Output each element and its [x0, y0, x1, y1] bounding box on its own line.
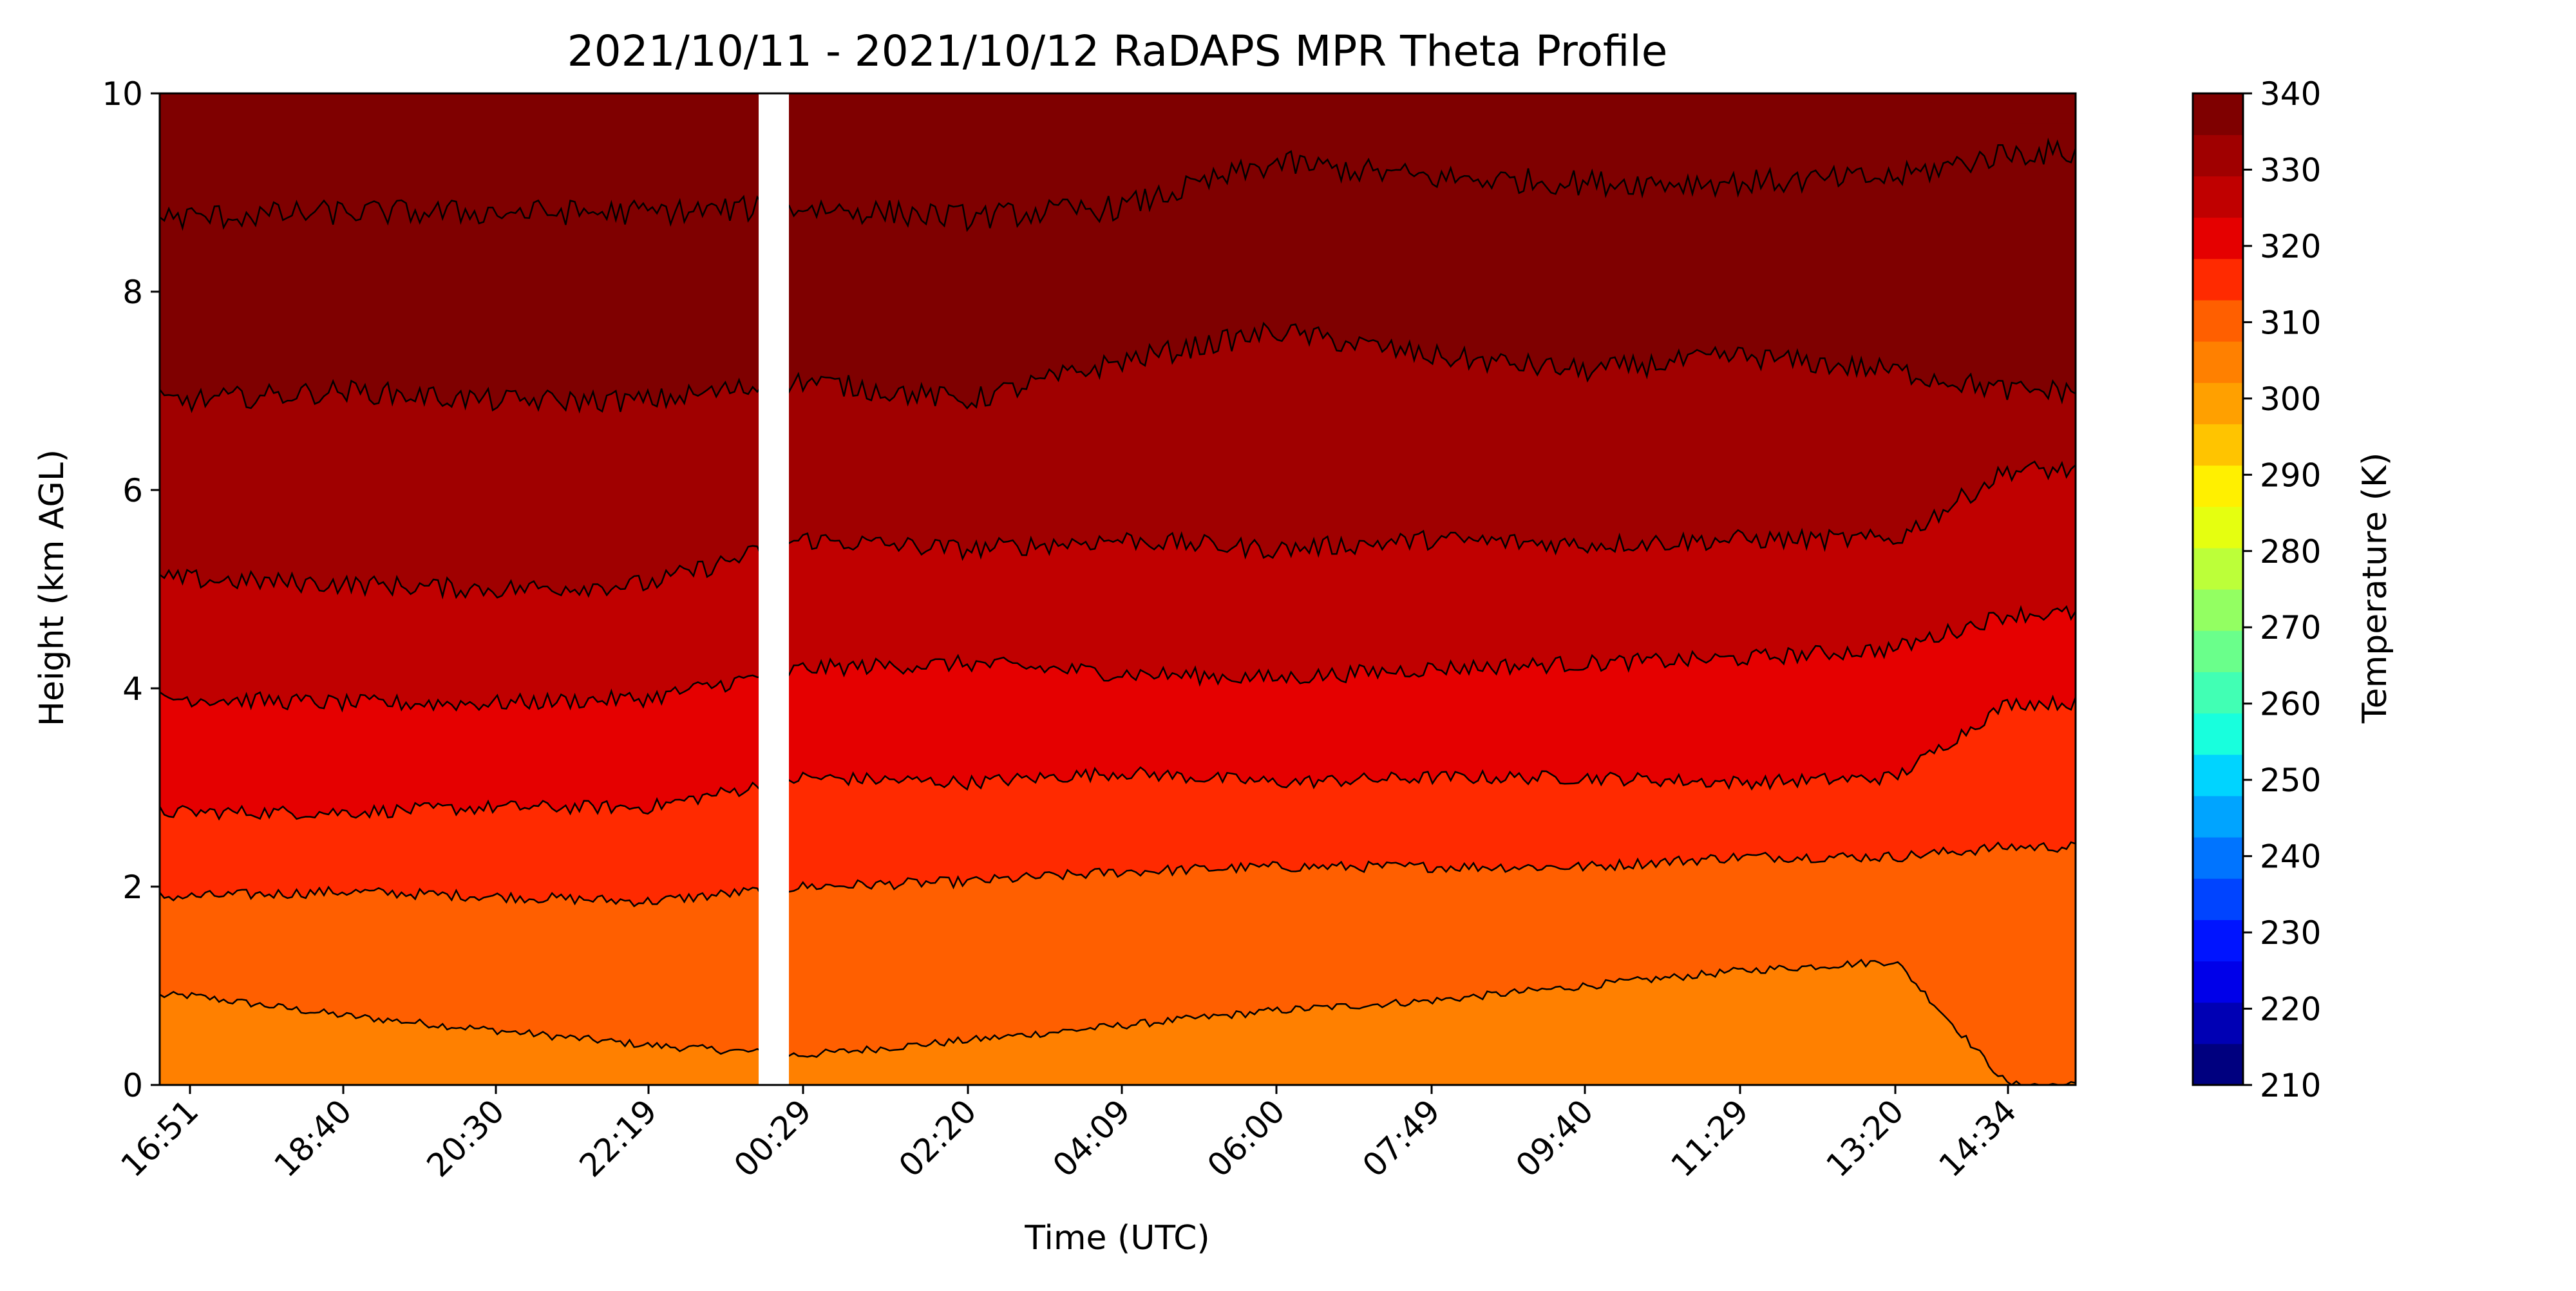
colorbar-swatch [2193, 341, 2243, 383]
colorbar-tick-label: 270 [2260, 609, 2321, 646]
colorbar-swatch [2193, 672, 2243, 714]
x-tick-label: 20:30 [420, 1092, 512, 1184]
colorbar-tick-label: 240 [2260, 838, 2321, 876]
colorbar-swatch [2193, 258, 2243, 301]
colorbar-swatch [2193, 465, 2243, 507]
x-tick-label: 14:34 [1932, 1092, 2024, 1184]
colorbar-tick-label: 330 [2260, 151, 2321, 189]
colorbar-frame [2192, 92, 2244, 1086]
colorbar-tick-label: 230 [2260, 914, 2321, 952]
y-tick-label: 8 [122, 274, 143, 311]
colorbar-swatch [2193, 299, 2243, 342]
y-tick-label: 0 [122, 1067, 143, 1104]
colorbar-tick-label: 300 [2260, 381, 2321, 418]
y-tick-label: 2 [122, 869, 143, 906]
contour-line-300 [160, 958, 2076, 1085]
colorbar-swatch [2193, 135, 2243, 176]
colorbar-swatch [2193, 713, 2243, 755]
contour-line-330 [160, 137, 2076, 232]
x-tick-label: 18:40 [267, 1092, 359, 1184]
contour-line-315 [160, 605, 2076, 713]
y-tick-label: 10 [102, 75, 143, 113]
colorbar-swatch [2193, 424, 2243, 466]
colorbar-swatch [2193, 589, 2243, 631]
colorbar-swatch [2193, 754, 2243, 796]
colorbar-tick-label: 210 [2260, 1067, 2321, 1104]
y-axis-label: Height (km AGL) [33, 449, 71, 726]
colorbar-tick-label: 220 [2260, 991, 2321, 1028]
colorbar: 210 220 230 240 250 260 270 280 290 300 310 320 330 3… [2192, 75, 2321, 1104]
colorbar-tick-label: 340 [2260, 75, 2321, 113]
colorbar-swatch [2193, 176, 2243, 218]
x-tick-label: 06:00 [1200, 1092, 1293, 1184]
colorbar-tick-label: 260 [2260, 686, 2321, 723]
contour-line-305 [160, 841, 2076, 908]
colorbar-tick-label: 280 [2260, 533, 2321, 570]
contour-line-325 [160, 321, 2076, 414]
colorbar-swatch [2193, 1043, 2243, 1086]
x-axis: 16:51 18:40 20:30 22:19 00:29 02:20 04:09 06:00… [114, 1085, 2024, 1184]
data-gap [759, 93, 789, 1085]
colorbar-swatch [2193, 837, 2243, 879]
x-tick-label: 02:20 [892, 1092, 984, 1184]
colorbar-tick-label: 320 [2260, 228, 2321, 265]
x-tick-label: 13:20 [1819, 1092, 1911, 1184]
colorbar-tick-label: 290 [2260, 457, 2321, 494]
y-axis: 0 2 4 6 8 10 [102, 75, 160, 1104]
x-tick-label: 11:29 [1664, 1092, 1756, 1184]
colorbar-swatch [2193, 961, 2243, 1003]
colorbar-swatch [2193, 506, 2243, 549]
colorbar-swatch [2193, 217, 2243, 259]
y-tick-label: 4 [122, 670, 143, 708]
plot-area [158, 92, 2077, 1086]
x-tick-label: 04:09 [1046, 1092, 1138, 1184]
contour-line-310 [160, 694, 2076, 821]
x-axis-label: Time (UTC) [1024, 1219, 1209, 1258]
colorbar-swatch [2193, 382, 2243, 424]
colorbar-label: Temperature (K) [2356, 453, 2394, 724]
chart-title: 2021/10/11 - 2021/10/12 RaDAPS MPR Theta… [567, 26, 1668, 76]
contour-layer [160, 93, 2076, 1085]
contour-line-320 [160, 460, 2076, 600]
colorbar-swatch [2193, 547, 2243, 590]
contour-band-330 [160, 93, 2076, 231]
x-tick-label: 16:51 [114, 1092, 206, 1184]
x-tick-label: 07:49 [1356, 1092, 1448, 1184]
colorbar-swatch [2193, 1002, 2243, 1044]
plot-frame [158, 92, 2077, 1086]
x-tick-label: 22:19 [573, 1092, 665, 1184]
colorbar-tick-label: 310 [2260, 304, 2321, 341]
x-tick-label: 00:29 [727, 1092, 819, 1184]
colorbar-tick-label: 250 [2260, 762, 2321, 799]
colorbar-swatch [2193, 919, 2243, 962]
colorbar-swatch [2193, 795, 2243, 838]
colorbar-swatch [2193, 93, 2243, 135]
colorbar-swatch [2193, 878, 2243, 920]
y-tick-label: 6 [122, 472, 143, 509]
x-tick-label: 09:40 [1509, 1092, 1601, 1184]
colorbar-swatch [2193, 630, 2243, 672]
